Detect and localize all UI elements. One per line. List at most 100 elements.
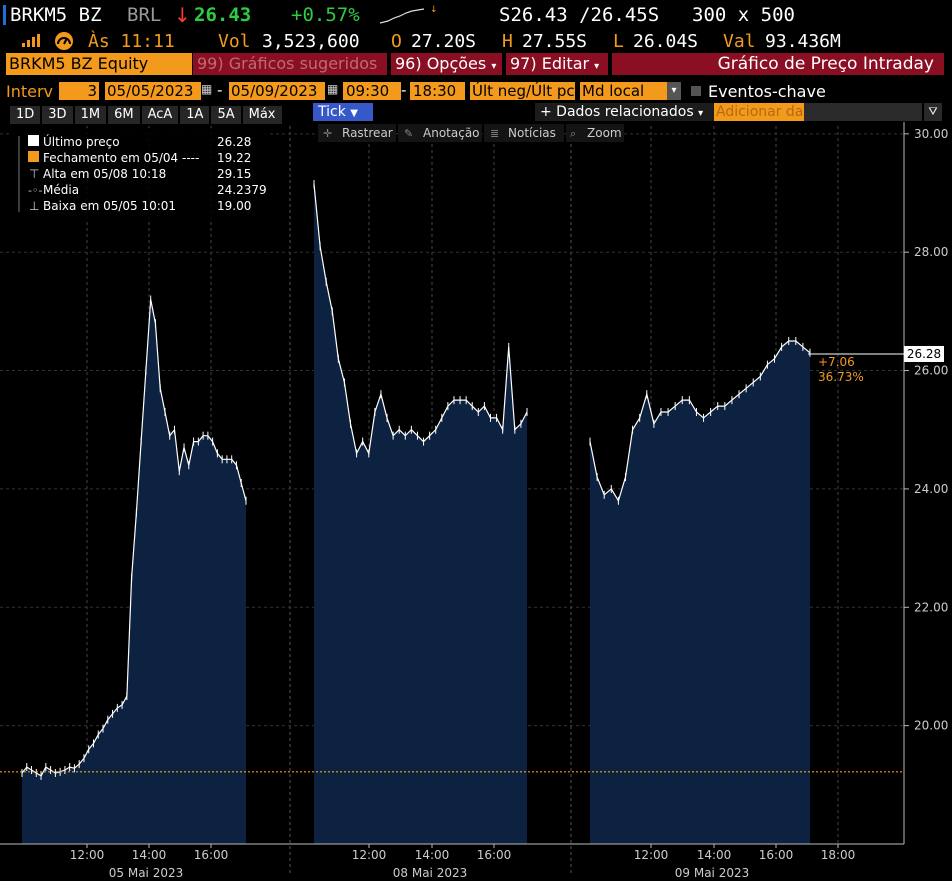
volume-label: Vol	[218, 31, 251, 52]
x-tick-label: 18:00	[821, 848, 856, 862]
options-button[interactable]: 96) Opções ▾	[391, 53, 502, 75]
range-button[interactable]: 6M	[108, 106, 140, 124]
high-marker-icon: ⊤	[29, 167, 39, 181]
legend-value: 26.28	[217, 135, 251, 149]
field-select[interactable]: Últ neg/Últ pc	[470, 82, 575, 100]
end-time-input[interactable]: 18:30	[410, 82, 465, 100]
x-tick-label: 12:00	[352, 848, 387, 862]
price-line	[313, 184, 528, 456]
end-date-input[interactable]: 05/09/2023	[229, 82, 325, 100]
track-button[interactable]: Rastrear	[342, 126, 393, 140]
time-separator: -	[401, 81, 407, 99]
zoom-icon: ⌕	[570, 127, 576, 140]
main-toolbar: BRKM5 BZ Equity 99) Gráficos sugeridos 9…	[0, 52, 952, 76]
x-tick-label: 12:00	[70, 848, 105, 862]
range-button[interactable]: AcA	[141, 106, 179, 124]
interval-input[interactable]: 3	[59, 82, 99, 100]
x-axis: 12:00 14:00 16:00 12:00 14:00 16:00 12:00 14:00…	[0, 843, 904, 880]
crosshair-icon: ✛	[323, 127, 332, 140]
tick-dropdown-icon: ▼	[350, 108, 358, 119]
last-price-tag-text: 26.28	[907, 347, 941, 361]
x-tick-label: 16:00	[194, 848, 229, 862]
zoom-button[interactable]: Zoom	[587, 126, 622, 140]
market-select[interactable]: Md local	[580, 82, 668, 100]
x-tick-label: 16:00	[477, 848, 512, 862]
filter-icon[interactable]: ⛛	[924, 103, 942, 121]
options-label: Opções	[426, 54, 487, 73]
edit-label: Editar	[541, 54, 590, 73]
quote-header: BRKM5 BZ BRL ↓ 26.43 +0.57% ↓ S26.43 /26…	[0, 0, 952, 30]
range-button[interactable]: 3D	[42, 106, 73, 124]
range-button[interactable]: 5A	[211, 106, 241, 124]
session-area	[314, 184, 527, 845]
day-label: 09 Mai 2023	[675, 866, 749, 880]
range-buttons: 1D 3D 1M 6M AcA 1A 5A Máx	[10, 103, 284, 124]
chart-lines	[21, 180, 811, 780]
day-label: 08 Mai 2023	[393, 866, 467, 880]
change-absolute: +7.06	[818, 355, 855, 369]
tick-button[interactable]: Tick ▼	[313, 103, 373, 121]
range-button[interactable]: Máx	[242, 106, 282, 124]
chart-legend: Último preço 26.28 Fechamento em 05/04 -…	[10, 128, 269, 222]
average-marker-icon: -◦-	[28, 184, 42, 197]
sparkline-icon: ↓	[379, 5, 438, 24]
x-tick-label: 14:00	[132, 848, 167, 862]
down-arrow-icon: ↓	[174, 3, 191, 27]
y-tick-label: 28.00	[914, 245, 948, 259]
suggested-charts-number: 99)	[197, 54, 224, 73]
key-events-checkbox[interactable]	[691, 86, 701, 96]
svg-text:↓: ↓	[430, 5, 438, 15]
range-button[interactable]: 1D	[10, 106, 41, 124]
ticker[interactable]: BRKM5 BZ	[10, 4, 102, 26]
annotation-icon: ✎	[404, 127, 413, 140]
session-area	[22, 299, 246, 844]
related-data-button[interactable]: + Dados relacionados ▾	[535, 103, 716, 121]
price-chart[interactable]: 30.00 28.00 26.00 24.00 22.00 20.00 12:00 14:0…	[0, 122, 952, 881]
y-tick-label: 30.00	[914, 127, 948, 141]
legend-value: 19.22	[217, 151, 251, 165]
add-data-placeholder: Adicionar da	[716, 104, 804, 120]
page-title: Gráfico de Preço Intraday	[612, 53, 944, 75]
calendar-icon[interactable]: ▦	[327, 82, 339, 96]
y-tick-label: 24.00	[914, 482, 948, 496]
volume-value: 3,523,600	[262, 31, 360, 52]
gauge-icon	[55, 32, 73, 50]
range-button[interactable]: 1M	[74, 106, 107, 124]
annotation-button[interactable]: Anotação	[423, 126, 480, 140]
related-data-label: + Dados relacionados	[540, 104, 694, 120]
x-tick-label: 14:00	[415, 848, 450, 862]
value-label: Val	[723, 31, 756, 52]
y-axis: 30.00 28.00 26.00 24.00 22.00 20.00	[903, 122, 948, 844]
related-dropdown-icon: ▾	[698, 108, 704, 119]
calendar-icon[interactable]: ▦	[201, 82, 213, 96]
legend-label: Baixa em 05/05 10:01	[43, 199, 176, 213]
day-label: 05 Mai 2023	[109, 866, 183, 880]
date-controls: Interv 3 05/05/2023 ▦ - 05/09/2023 ▦ 09:…	[0, 81, 952, 102]
edit-button[interactable]: 97) Editar ▾	[506, 53, 608, 75]
news-button[interactable]: Notícias	[508, 126, 556, 140]
session-area	[590, 341, 810, 844]
bid-ask-size: 300 x 500	[692, 4, 795, 26]
change-percent: 36.73%	[818, 370, 864, 384]
add-data-input[interactable]: Adicionar da	[714, 103, 804, 121]
range-button[interactable]: 1A	[180, 106, 210, 124]
legend-last-swatch	[28, 135, 39, 146]
chart-areas	[22, 184, 810, 845]
legend-close-swatch	[28, 151, 39, 162]
high-label: H	[502, 31, 513, 52]
start-date-input[interactable]: 05/05/2023	[105, 82, 201, 100]
security-field[interactable]: BRKM5 BZ Equity	[6, 53, 192, 75]
bid-ask: S26.43 /26.45S	[499, 4, 660, 26]
legend-label: Alta em 05/08 10:18	[43, 167, 166, 181]
legend-label: Média	[43, 183, 79, 197]
open-value: 27.20S	[411, 31, 477, 52]
add-data-field-extension[interactable]	[804, 103, 922, 121]
market-dropdown-icon[interactable]: ▾	[667, 82, 681, 100]
tick-label: Tick	[318, 104, 346, 120]
suggested-charts-button[interactable]: 99) Gráficos sugeridos	[193, 53, 387, 75]
suggested-charts-label: Gráficos sugeridos	[228, 54, 378, 73]
start-time-input[interactable]: 09:30	[343, 82, 401, 100]
quote-stats: Às 11:11 Vol 3,523,600 O 27.20S H 27.55S…	[0, 30, 952, 52]
interval-label: Interv	[6, 82, 54, 101]
low-value: 26.04S	[633, 31, 699, 52]
